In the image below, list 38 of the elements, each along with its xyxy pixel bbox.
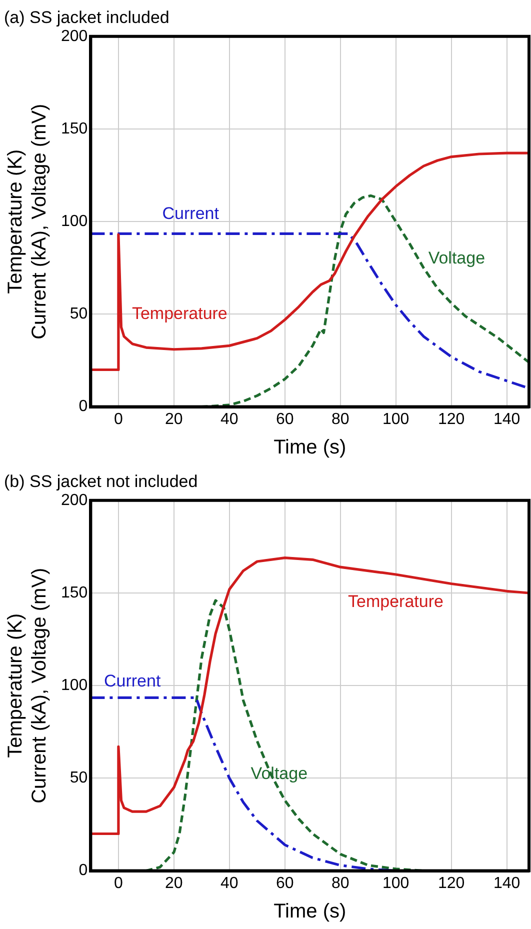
x-axis-title: Time (s)	[274, 436, 346, 459]
series-label: Voltage	[250, 764, 308, 784]
chart-title: (b) SS jacket not included	[4, 472, 198, 491]
x-tick-label: 20	[165, 874, 183, 892]
y-tick-label: 50	[70, 306, 88, 323]
x-tick-label: 120	[438, 410, 465, 428]
series-label: Current	[162, 204, 220, 223]
y-tick-label: 150	[60, 584, 88, 602]
x-tick-label: 40	[220, 874, 238, 892]
series-label: Temperature	[132, 304, 228, 323]
x-tick-label: 80	[331, 874, 350, 892]
x-axis-title: Time (s)	[274, 900, 346, 923]
x-tick-label: 120	[438, 874, 465, 892]
y-axis-title: Temperature (K) Current (kA), Voltage (mV)	[4, 104, 51, 340]
x-tick-label: 60	[276, 874, 294, 892]
x-tick-label: 100	[382, 874, 410, 892]
x-tick-label: 140	[493, 410, 520, 428]
x-tick-label: 0	[114, 874, 123, 892]
chart-title: (a) SS jacket included	[4, 8, 170, 27]
y-tick-label: 200	[60, 28, 88, 45]
y-axis-title: Temperature (K) Current (kA), Voltage (mV)	[4, 568, 51, 804]
series-label: Current	[104, 672, 161, 691]
y-tick-label: 100	[60, 677, 88, 694]
x-tick-label: 20	[165, 410, 183, 428]
series-label: Voltage	[428, 248, 486, 268]
x-tick-label: 140	[493, 874, 520, 892]
y-tick-label: 100	[60, 213, 88, 230]
x-tick-label: 60	[276, 410, 294, 428]
x-tick-label: 40	[220, 410, 238, 428]
x-tick-label: 0	[114, 410, 123, 428]
x-tick-label: 80	[331, 410, 350, 428]
x-tick-label: 100	[382, 410, 410, 428]
series-label: Temperature	[348, 592, 444, 611]
y-tick-label: 0	[78, 862, 88, 880]
y-tick-label: 50	[70, 770, 88, 787]
y-tick-label: 0	[78, 398, 88, 416]
y-tick-label: 150	[60, 120, 88, 138]
y-tick-label: 200	[60, 492, 88, 509]
